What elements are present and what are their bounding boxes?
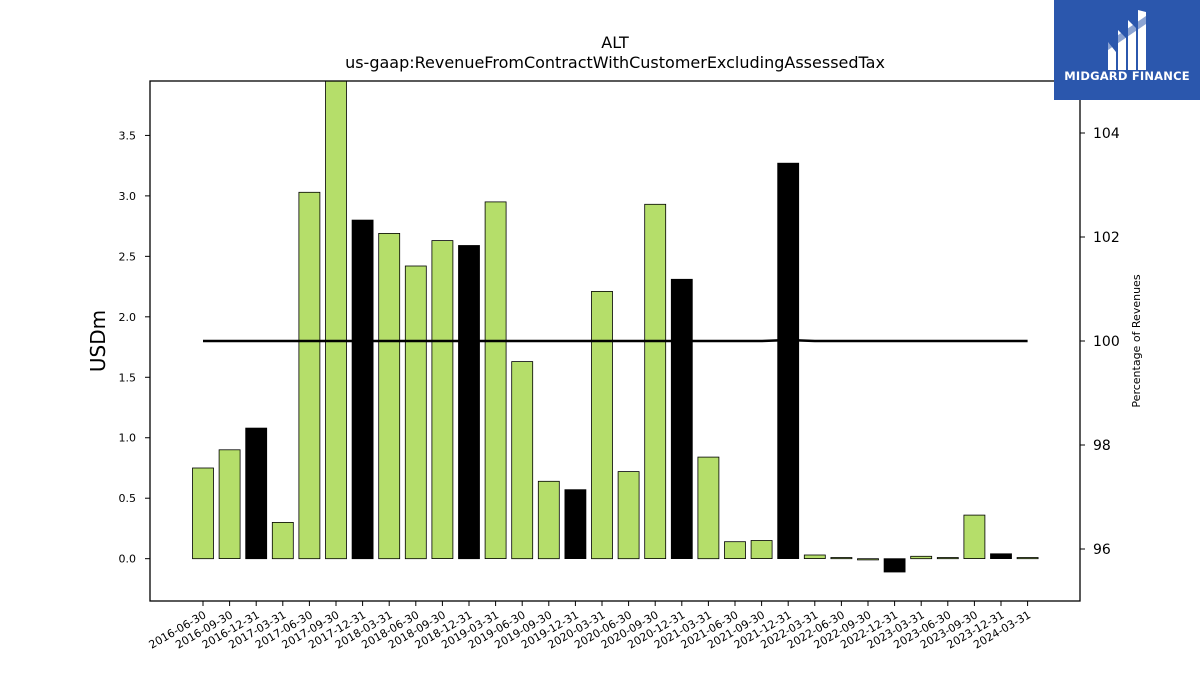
y-tick-label: 0.5 bbox=[119, 492, 137, 505]
bar-2023-06-30 bbox=[936, 557, 959, 560]
y-tick-label: 1.5 bbox=[119, 371, 137, 384]
bar-2017-03-31 bbox=[271, 522, 294, 560]
bar-2019-09-30 bbox=[537, 480, 560, 560]
bar-2017-12-31 bbox=[351, 219, 374, 560]
chart-title: ALT bbox=[601, 33, 629, 52]
bar-2023-03-31 bbox=[910, 555, 933, 560]
bar-2022-03-31 bbox=[803, 554, 826, 559]
midgard-logo-icon bbox=[1108, 10, 1146, 70]
bar-2019-06-30 bbox=[511, 361, 534, 560]
y-tick-label: 2.0 bbox=[119, 311, 137, 324]
bar-2020-12-31 bbox=[670, 278, 693, 559]
y-axis-label: USDm bbox=[86, 310, 110, 372]
bar-2022-12-31 bbox=[883, 558, 906, 573]
bar-2019-12-31 bbox=[564, 489, 587, 560]
bar-2018-09-30 bbox=[431, 240, 454, 560]
bar-2016-06-30 bbox=[192, 467, 214, 560]
x-ticks-group: 2016-06-302016-09-302016-12-312017-03-31… bbox=[147, 601, 1033, 652]
bar-2018-12-31 bbox=[458, 245, 480, 560]
y2-axis-label: Percentage of Revenues bbox=[1130, 274, 1143, 407]
bar-2017-06-30 bbox=[298, 191, 321, 560]
y2-tick-label: 96 bbox=[1093, 542, 1111, 558]
y2-tick-label: 102 bbox=[1093, 230, 1120, 246]
bar-2021-12-31 bbox=[777, 162, 800, 559]
bar-2020-03-31 bbox=[591, 290, 613, 560]
bar-2023-12-31 bbox=[990, 553, 1012, 559]
bar-2016-12-31 bbox=[245, 427, 268, 560]
bar-2017-09-30 bbox=[325, 80, 347, 560]
y2-ticks-group: 96 98 100 102 104 bbox=[1080, 126, 1120, 558]
y-ticks-group: 0.0 0.5 1.0 1.5 2.0 2.5 3.0 3.5 bbox=[119, 129, 150, 566]
bar-2022-06-30 bbox=[830, 557, 853, 560]
y-tick-label: 0.0 bbox=[119, 553, 137, 566]
midgard-finance-logo: MIDGARD FINANCE bbox=[1054, 0, 1200, 100]
bar-2018-06-30 bbox=[404, 265, 427, 560]
bar-2016-09-30 bbox=[218, 449, 241, 559]
y2-tick-label: 100 bbox=[1093, 334, 1120, 350]
y-tick-label: 1.0 bbox=[119, 432, 137, 445]
bar-2018-03-31 bbox=[378, 232, 401, 560]
bar-2019-03-31 bbox=[484, 201, 507, 560]
y2-tick-label: 98 bbox=[1093, 438, 1111, 454]
y-tick-label: 2.5 bbox=[119, 250, 137, 263]
y-tick-label: 3.5 bbox=[119, 129, 137, 142]
logo-text: MIDGARD FINANCE bbox=[1064, 69, 1190, 83]
bar-2021-06-30 bbox=[724, 541, 746, 560]
percentage-line bbox=[203, 338, 1028, 343]
y-tick-label: 3.0 bbox=[119, 190, 137, 203]
bar-2021-03-31 bbox=[697, 456, 720, 560]
y2-tick-label: 104 bbox=[1093, 126, 1120, 142]
chart-subtitle: us-gaap:RevenueFromContractWithCustomerE… bbox=[345, 53, 885, 72]
percentage-line-group bbox=[203, 338, 1028, 343]
bar-2024-03-31 bbox=[1016, 557, 1039, 560]
bar-2021-09-30 bbox=[750, 540, 773, 560]
bar-2023-09-30 bbox=[963, 514, 986, 559]
bar-2020-06-30 bbox=[617, 471, 640, 560]
bar-2022-09-30 bbox=[857, 558, 879, 561]
bar-2020-09-30 bbox=[644, 203, 667, 559]
bars-group bbox=[192, 80, 1039, 573]
